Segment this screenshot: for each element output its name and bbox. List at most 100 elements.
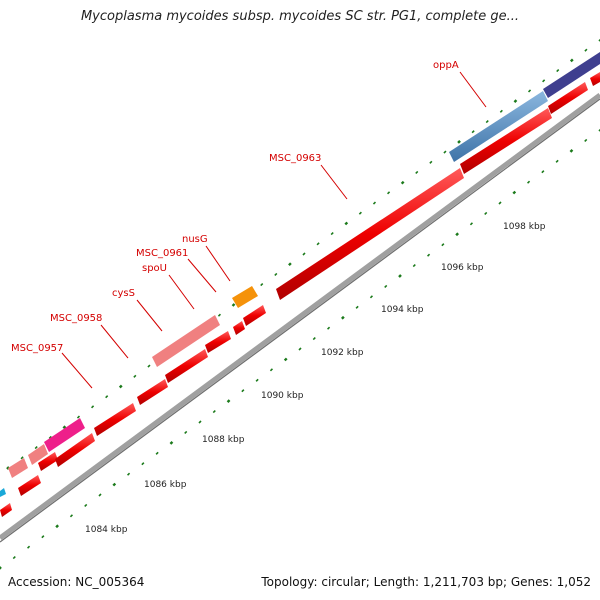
tick-mark — [21, 457, 23, 459]
tick-mark — [303, 253, 305, 255]
tick-mark — [385, 285, 387, 287]
scale-label: 1088 kbp — [202, 435, 245, 445]
tick-mark — [56, 525, 58, 527]
gene-leader-line — [169, 275, 194, 309]
gene-label[interactable]: MSC_0957 — [11, 343, 63, 354]
tick-mark — [213, 411, 215, 413]
tick-mark — [128, 473, 130, 475]
tick-mark — [99, 494, 101, 496]
scale-label: 1086 kbp — [144, 480, 187, 490]
gene-label[interactable]: MSC_0963 — [269, 153, 321, 164]
tick-mark — [199, 421, 201, 423]
tick-mark — [444, 151, 446, 153]
tick-mark — [148, 365, 150, 367]
tick-mark — [328, 327, 330, 329]
gene-label[interactable]: nusG — [182, 234, 208, 245]
scale-label: 1098 kbp — [503, 222, 546, 232]
tick-mark — [299, 348, 301, 350]
gene-label[interactable]: MSC_0958 — [50, 313, 102, 324]
tick-mark — [317, 243, 319, 245]
tick-mark — [313, 338, 315, 340]
tick-mark — [359, 212, 361, 214]
tick-mark — [261, 284, 263, 286]
tick-mark — [35, 447, 37, 449]
tick-mark — [113, 484, 115, 486]
tick-mark — [542, 171, 544, 173]
tick-mark — [42, 536, 44, 538]
scale-label: 1084 kbp — [85, 525, 128, 535]
tick-mark — [356, 306, 358, 308]
gene-cyan[interactable] — [0, 488, 6, 497]
tick-mark — [413, 265, 415, 267]
tick-mark — [331, 233, 333, 235]
gene-feature[interactable] — [94, 403, 136, 436]
tick-mark — [543, 80, 545, 82]
tick-mark — [458, 141, 460, 143]
scale-label: 1096 kbp — [441, 263, 484, 273]
gene-label[interactable]: spoU — [142, 263, 167, 274]
tick-mark — [428, 254, 430, 256]
tick-mark — [270, 369, 272, 371]
tick-mark — [77, 416, 79, 418]
tick-mark — [556, 160, 558, 162]
gene-light[interactable] — [8, 458, 28, 478]
gene-feature[interactable] — [276, 168, 464, 300]
tick-mark — [275, 273, 277, 275]
tick-mark — [142, 463, 144, 465]
tick-mark — [342, 317, 344, 319]
tick-mark — [0, 567, 1, 569]
tick-mark — [289, 263, 291, 265]
tick-mark — [514, 100, 516, 102]
tick-mark — [228, 400, 230, 402]
tick-mark — [470, 223, 472, 225]
tick-mark — [156, 452, 158, 454]
tick-mark — [585, 49, 587, 51]
gene-feature[interactable] — [137, 379, 168, 405]
gene-light[interactable] — [152, 315, 220, 367]
tick-mark — [256, 379, 258, 381]
tick-mark — [285, 358, 287, 360]
tick-mark — [13, 557, 15, 559]
gene-labels: MSC_0957 MSC_0958 cysS spoU MSC_0961 nusG MSC_… — [11, 60, 486, 388]
tick-mark — [92, 406, 94, 408]
gene-orange[interactable] — [232, 286, 258, 308]
tick-mark — [399, 275, 401, 277]
accession-text: Accession: NC_005364 — [8, 575, 144, 589]
gene-feature[interactable] — [243, 305, 266, 326]
tick-mark — [500, 110, 502, 112]
gene-label[interactable]: oppA — [433, 60, 459, 71]
gene-feature[interactable] — [233, 321, 245, 335]
gene-feature[interactable] — [590, 72, 600, 86]
tick-mark — [485, 212, 487, 214]
tick-mark — [486, 121, 488, 123]
gene-feature[interactable] — [0, 503, 12, 517]
tick-mark — [557, 70, 559, 72]
gene-label[interactable]: cysS — [112, 288, 135, 299]
tick-mark — [388, 192, 390, 194]
tick-mark — [185, 431, 187, 433]
gene-label[interactable]: MSC_0961 — [136, 248, 188, 259]
scale-label: 1090 kbp — [261, 391, 304, 401]
tick-mark — [120, 385, 122, 387]
tick-mark — [85, 504, 87, 506]
gene-leader-line — [62, 353, 92, 388]
gene-leader-line — [101, 325, 128, 358]
tick-mark — [528, 181, 530, 183]
gene-feature[interactable] — [205, 331, 231, 353]
tick-mark — [456, 233, 458, 235]
tick-mark — [370, 296, 372, 298]
gene-leader-line — [206, 246, 230, 281]
gene-dotted-line — [7, 39, 600, 469]
tick-mark — [242, 390, 244, 392]
tick-mark — [570, 150, 572, 152]
scale-label: 1092 kbp — [321, 348, 364, 358]
gene-track-inner — [0, 72, 600, 517]
tick-mark — [134, 375, 136, 377]
scale-dotted-line — [0, 129, 600, 569]
tick-mark — [442, 244, 444, 246]
gene-feature[interactable] — [18, 475, 41, 496]
tick-mark — [571, 59, 573, 61]
tick-mark — [170, 442, 172, 444]
tick-mark — [430, 161, 432, 163]
